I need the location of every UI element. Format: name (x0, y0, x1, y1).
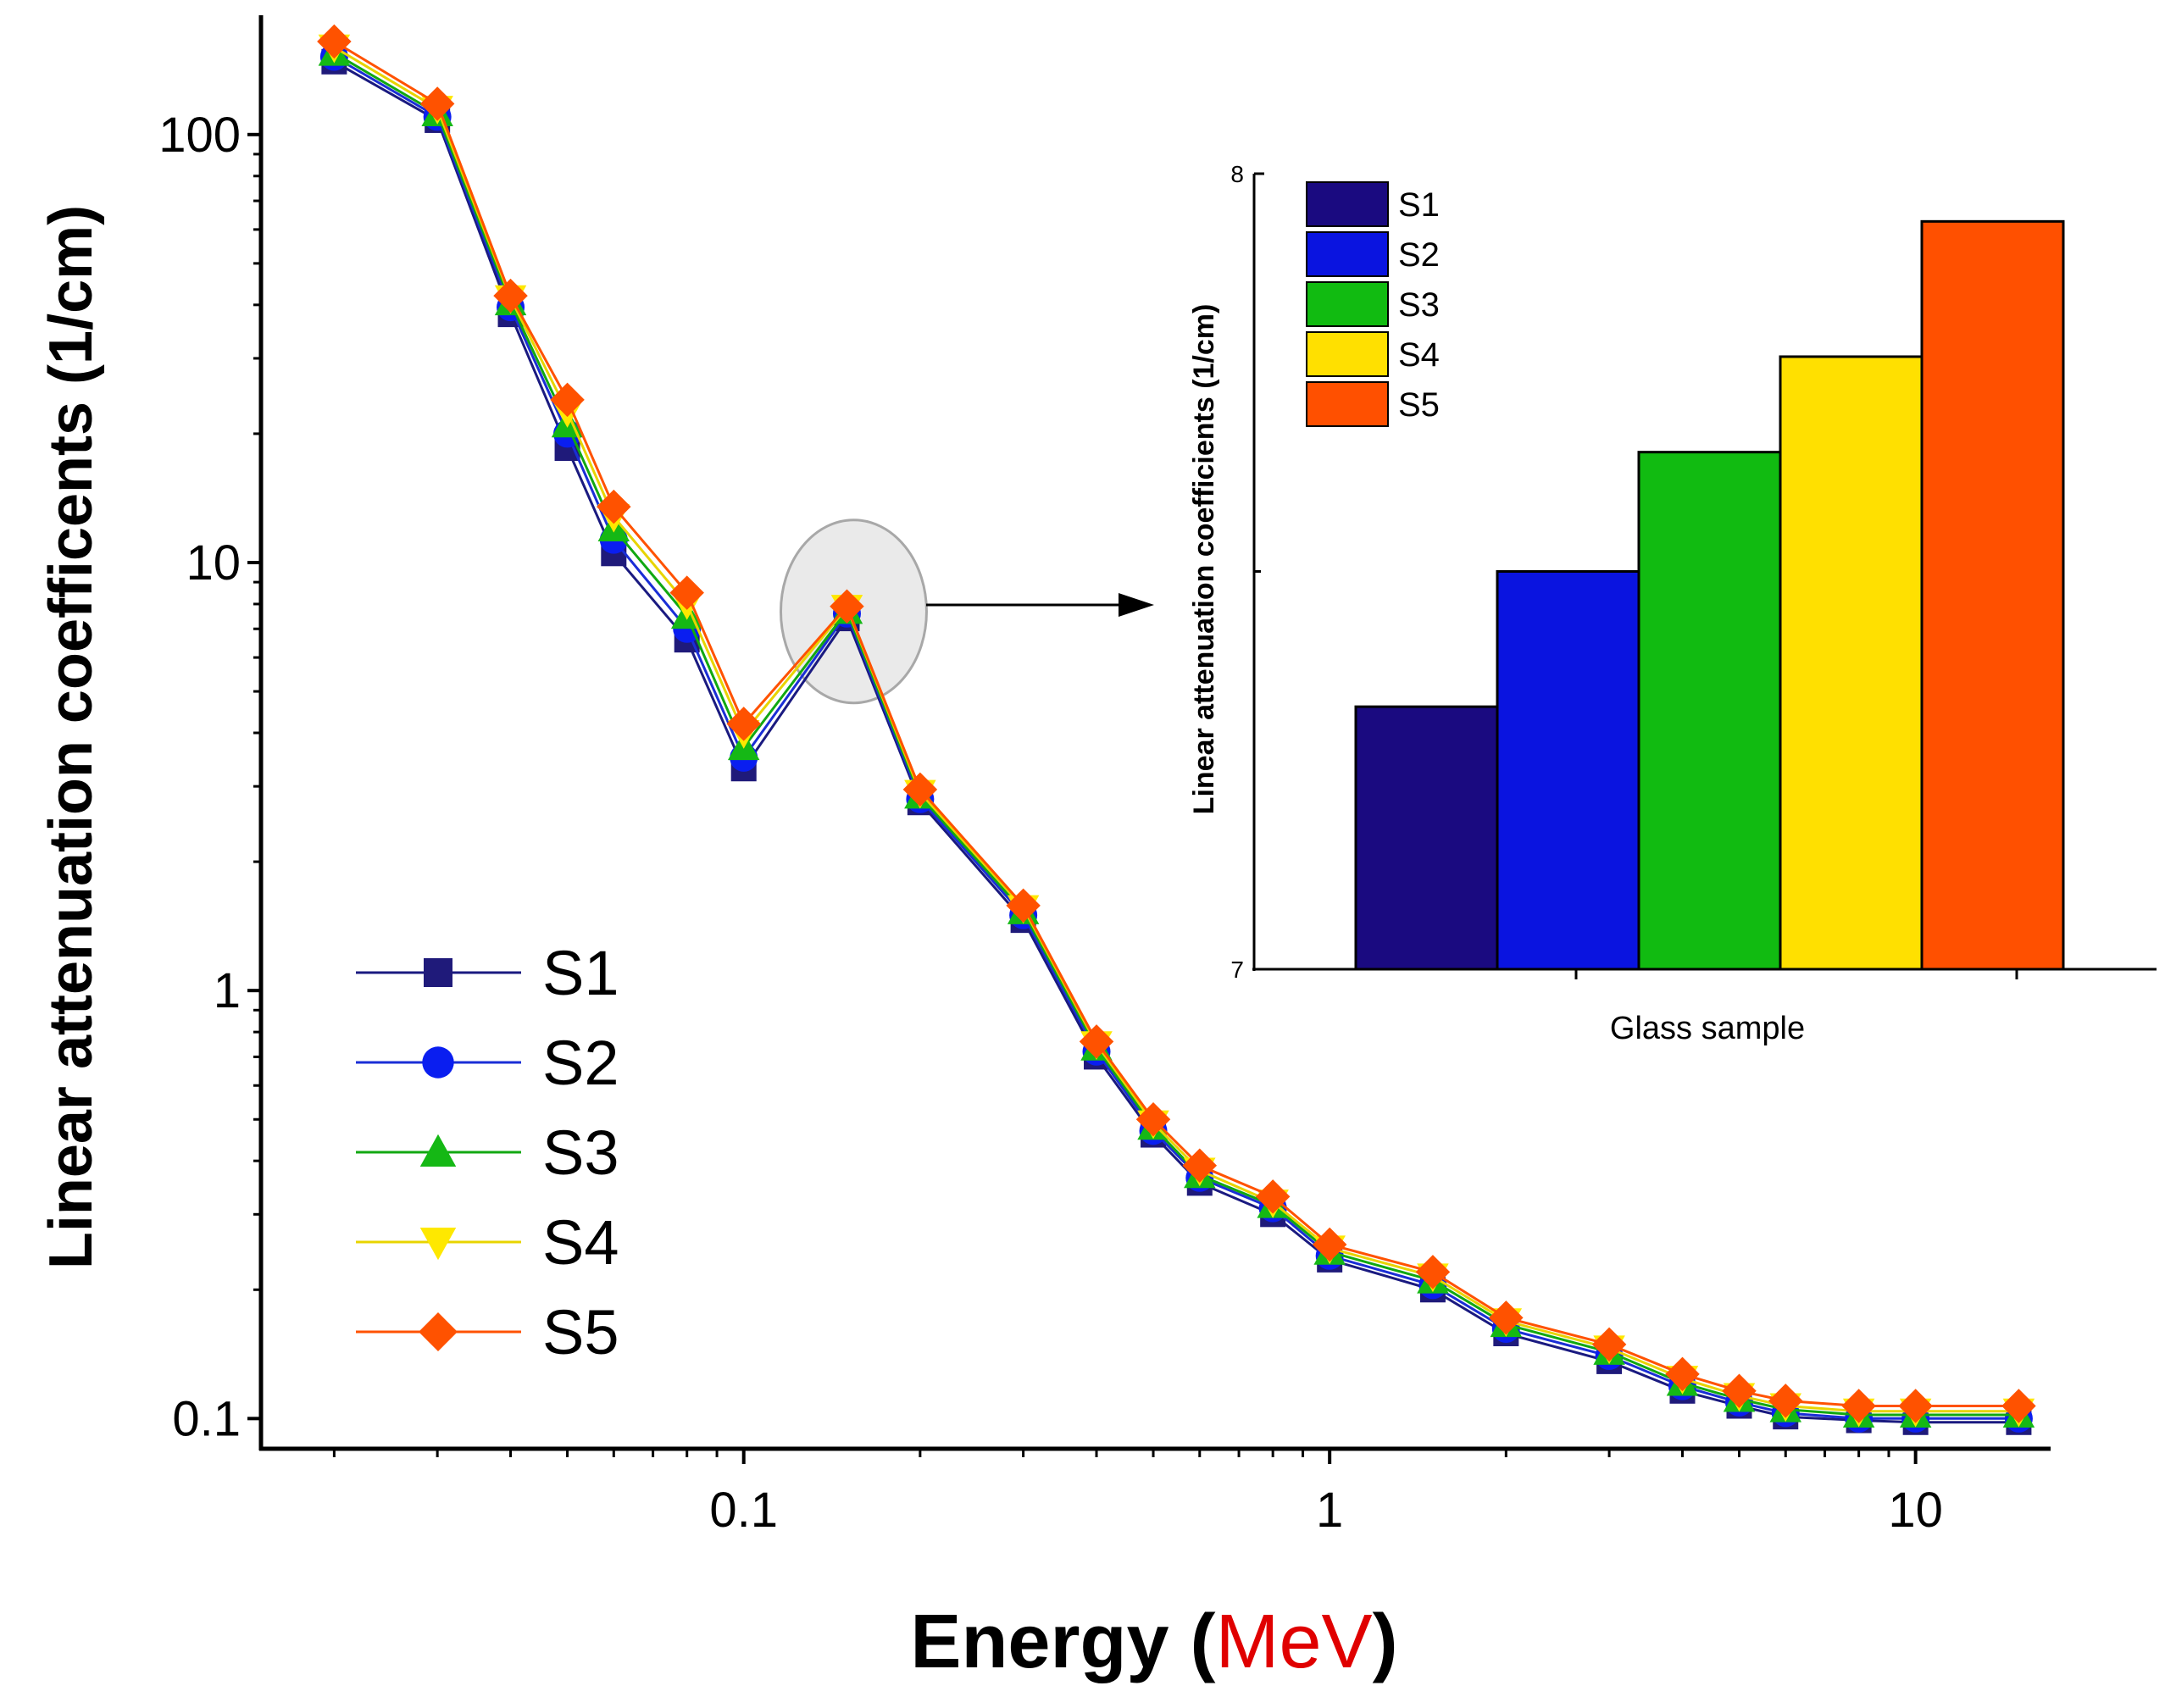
bar-S5 (1920, 219, 2065, 971)
legend-label-S4: S4 (542, 1207, 619, 1278)
x-tick-label: 1 (1316, 1483, 1343, 1538)
data-point-S5 (1898, 1389, 1933, 1423)
data-point-S5 (2001, 1389, 2036, 1423)
data-point-S5 (1489, 1300, 1524, 1335)
inset-legend-swatch-S1 (1306, 181, 1389, 227)
x-tick-label: 0.1 (709, 1483, 778, 1538)
x-axis-ticks: 0.1 1 10 (332, 1449, 1943, 1538)
y-tick-label: 0.1 (172, 1391, 241, 1446)
data-point-S5 (830, 589, 864, 624)
legend-entry-S3: S3 (356, 1117, 619, 1188)
legend-marker-S2 (422, 1046, 454, 1079)
inset-legend: S1 S2 S3 S4 S5 (1306, 181, 1440, 427)
legend-label-S5: S5 (542, 1297, 619, 1367)
x-tick-label: 10 (1888, 1483, 1943, 1538)
inset-y-tick-label: 8 (1230, 161, 1244, 187)
data-point-S5 (1079, 1024, 1114, 1059)
data-point-S5 (902, 772, 938, 807)
inset-arrow (926, 593, 1154, 617)
data-point-S5 (1135, 1101, 1171, 1137)
y-axis-title: Linear attenuation coefficents (1/cm) (37, 205, 105, 1269)
legend-entry-S2: S2 (356, 1028, 619, 1098)
legend-entry-S4: S4 (356, 1207, 619, 1278)
data-point-S5 (597, 489, 631, 524)
inset-ticks: 78 (1230, 161, 2018, 983)
bar-S2 (1496, 570, 1640, 971)
data-point-S5 (1312, 1227, 1347, 1262)
data-point-S5 (1415, 1255, 1451, 1289)
legend-label-S1: S1 (542, 938, 619, 1008)
inset-legend-entry-S3: S3 (1306, 281, 1440, 327)
data-point-S5 (419, 86, 455, 121)
data-point-S5 (1722, 1373, 1757, 1409)
main-plot: 0.1 1 10 100 0.1 1 10 S1 S2 S3 S4 S5 Linear atten… (37, 15, 2051, 1684)
bar-S4 (1779, 355, 1924, 971)
legend-entry-S1: S1 (356, 938, 619, 1008)
bar-S3 (1637, 451, 1782, 971)
arrow-head (1119, 593, 1154, 617)
inset-legend-swatch-S3 (1306, 281, 1389, 327)
bar-S1 (1354, 705, 1499, 971)
legend-marker-S1 (424, 958, 452, 987)
inset-legend-label-S1: S1 (1398, 186, 1440, 224)
inset-legend-entry-S1: S1 (1306, 181, 1440, 227)
inset-x-axis-title: Glass sample (1610, 1011, 1805, 1046)
data-point-S5 (550, 382, 585, 418)
inset-legend-swatch-S5 (1306, 381, 1389, 427)
x-axis-title-unit: MeV (1216, 1600, 1373, 1684)
data-point-S5 (1665, 1356, 1700, 1392)
data-point-S5 (317, 24, 352, 59)
inset-legend-label-S5: S5 (1398, 386, 1440, 424)
legend-entry-S5: S5 (356, 1297, 619, 1367)
y-tick-label: 10 (186, 535, 241, 591)
data-point-S5 (1591, 1327, 1627, 1362)
inset-y-tick-label: 7 (1230, 957, 1244, 983)
inset-y-axis-title: Linear attenuation coefficients (1/cm) (1188, 304, 1220, 815)
legend-marker-S3 (419, 1134, 457, 1167)
inset-legend-entry-S5: S5 (1306, 381, 1440, 427)
x-axis-title-suffix: ) (1373, 1600, 1398, 1684)
x-axis-title: Energy (MeV) (910, 1600, 1397, 1684)
inset-legend-swatch-S2 (1306, 231, 1389, 277)
data-point-S5 (669, 575, 704, 610)
inset-bars (1354, 219, 2065, 971)
inset-legend-label-S3: S3 (1398, 286, 1440, 324)
data-point-S5 (1841, 1389, 1876, 1423)
legend-marker-S5 (419, 1312, 458, 1351)
main-legend: S1 S2 S3 S4 S5 (356, 938, 619, 1367)
y-tick-label: 1 (214, 963, 241, 1018)
data-point-S5 (1006, 888, 1041, 923)
inset-legend-label-S2: S2 (1398, 236, 1440, 274)
series-layer (317, 24, 2036, 1435)
inset-legend-entry-S4: S4 (1306, 331, 1440, 377)
y-tick-label: 100 (158, 108, 241, 163)
legend-label-S3: S3 (542, 1117, 619, 1188)
inset-legend-swatch-S4 (1306, 331, 1389, 377)
inset-legend-label-S4: S4 (1398, 336, 1440, 374)
series-S5 (317, 24, 2036, 1423)
legend-label-S2: S2 (542, 1028, 619, 1098)
y-axis-ticks: 0.1 1 10 100 (158, 108, 261, 1446)
data-point-S5 (1768, 1384, 1803, 1418)
data-point-S5 (1182, 1148, 1218, 1184)
data-point-S5 (1255, 1179, 1291, 1214)
legend-marker-S4 (419, 1228, 457, 1261)
data-point-S5 (493, 278, 528, 313)
x-axis-title-prefix: Energy ( (910, 1600, 1215, 1684)
inset-legend-entry-S2: S2 (1306, 231, 1440, 277)
data-point-S5 (726, 707, 761, 741)
